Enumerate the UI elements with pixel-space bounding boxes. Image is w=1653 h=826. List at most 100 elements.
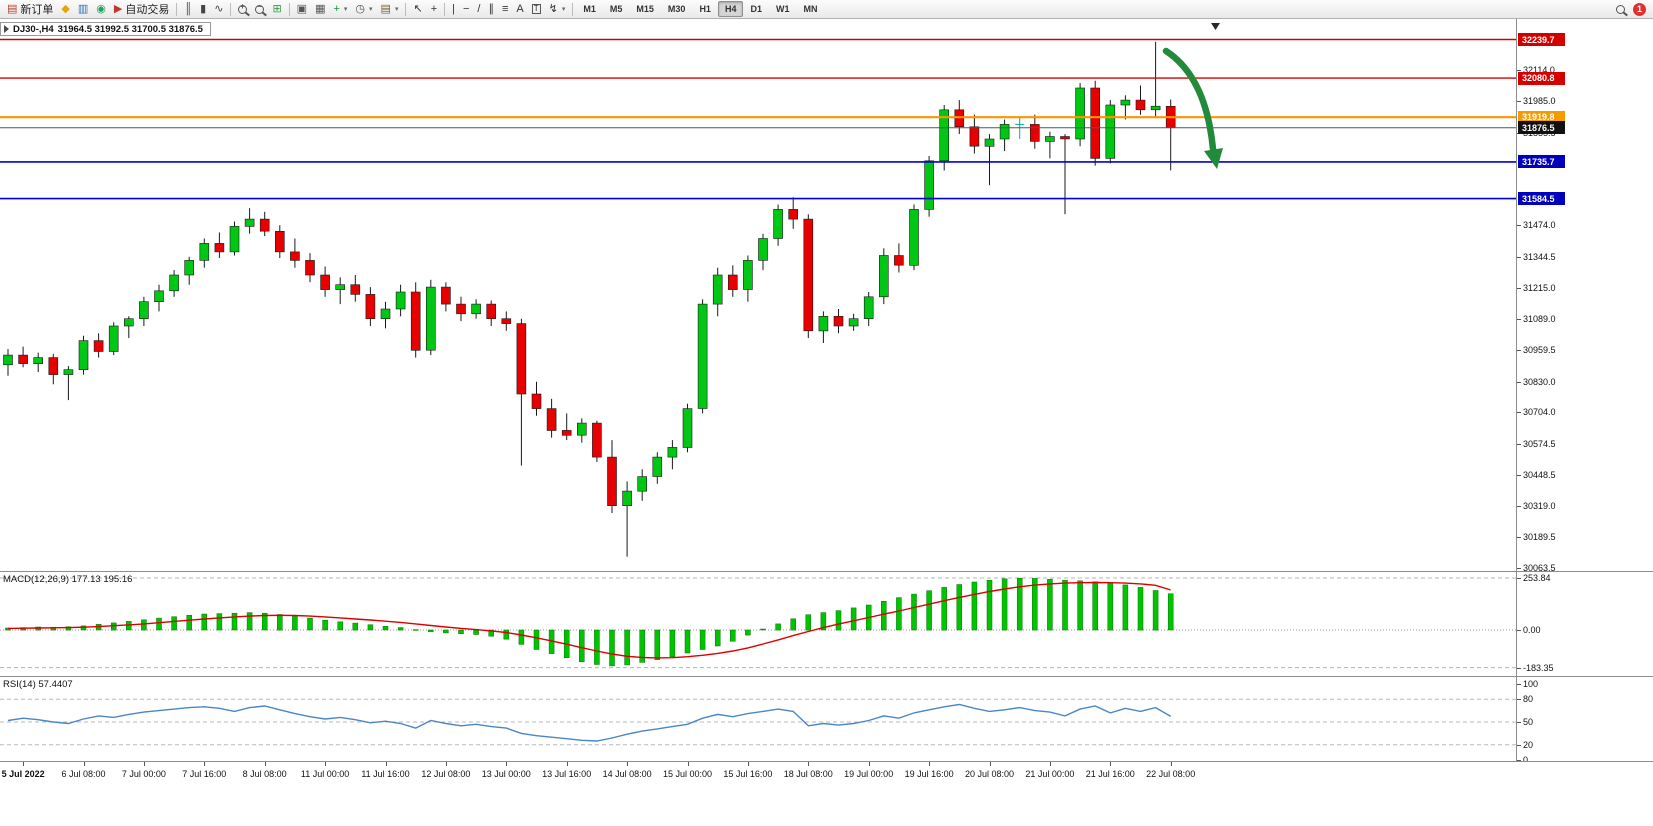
- time-tick-mark: [23, 762, 25, 766]
- price-axis: 32114.031985.031855.531474.031344.531215…: [1517, 19, 1653, 573]
- price-tick-mark: [1517, 318, 1521, 320]
- metaeditor-icon: ◆: [61, 2, 70, 15]
- time-tick-mark: [808, 762, 810, 766]
- candle: [803, 214, 814, 339]
- candle: [999, 119, 1010, 152]
- candle: [697, 299, 708, 414]
- main-chart-pane[interactable]: DJ30-,H4 31964.5 31992.5 31700.5 31876.5: [0, 19, 1516, 572]
- tf-m5-button[interactable]: M5: [609, 4, 623, 14]
- cascade-windows-button[interactable]: ▣: [293, 1, 311, 18]
- price-level-badge: 31876.5: [1518, 121, 1565, 135]
- candle: [380, 301, 391, 329]
- macd-label: MACD(12,26,9) 177.13 195.16: [3, 574, 133, 585]
- market-watch-button[interactable]: ▥: [74, 1, 92, 18]
- period-button[interactable]: ◷ ▾: [351, 1, 376, 18]
- text-button[interactable]: A: [512, 1, 527, 18]
- time-tick-mark: [83, 762, 85, 766]
- macd-indicator-pane[interactable]: MACD(12,26,9) 177.13 195.16: [0, 572, 1516, 677]
- label-button[interactable]: T: [528, 1, 545, 18]
- candle: [758, 233, 768, 271]
- autotrading-button-label: 自动交易: [125, 4, 170, 16]
- candle: [531, 381, 542, 416]
- main-toolbar: ▤ 新订单 ◆ ▥ ◉ ▶ 自动交易 ║ ▮ ∿ + − ⊞ ▣ ▦ + ▾ ◷ ▾ ▤ ▾ ↖ + | − / ∥ ≡ A T ↯ ▾ M1 M…: [0, 0, 1653, 19]
- line-chart-button[interactable]: ∿: [210, 1, 227, 18]
- rsi-tick-label: 80: [1523, 694, 1534, 705]
- zoom-in-button[interactable]: +: [234, 1, 251, 18]
- candle: [969, 114, 980, 154]
- candle: [214, 232, 225, 258]
- trendline-button[interactable]: /: [473, 1, 484, 18]
- candle: [320, 266, 330, 297]
- price-tick-label: 31344.5: [1523, 251, 1556, 262]
- tf-m30-button[interactable]: M30: [667, 4, 686, 14]
- new-order-icon: ▤: [7, 2, 18, 15]
- price-tick-mark: [1517, 381, 1521, 383]
- tf-mn-button[interactable]: MN: [803, 4, 818, 14]
- price-tick-mark: [1517, 70, 1521, 71]
- candle: [727, 265, 738, 297]
- bar-chart-button[interactable]: ║: [180, 1, 196, 18]
- crosshair-icon: +: [430, 2, 438, 15]
- line-chart-icon: ∿: [214, 2, 224, 15]
- time-tick-mark: [506, 762, 508, 766]
- pane-separator[interactable]: [0, 571, 1653, 572]
- fibonacci-button[interactable]: ≡: [498, 1, 512, 18]
- shapes-button[interactable]: ↯ ▾: [545, 1, 570, 18]
- autotrading-button[interactable]: ▶ 自动交易: [110, 1, 173, 18]
- candle: [1135, 85, 1146, 115]
- toolbar-buttons: ▤ 新订单 ◆ ▥ ◉ ▶ 自动交易 ║ ▮ ∿ + − ⊞ ▣ ▦ + ▾ ◷ ▾ ▤ ▾ ↖ + | − / ∥ ≡ A T ↯ ▾ M1 M…: [3, 1, 824, 18]
- tf-h1-button[interactable]: H1: [699, 4, 711, 14]
- candle: [592, 420, 602, 462]
- new-order-button[interactable]: ▤ 新订单: [3, 1, 57, 18]
- tf-w1-button[interactable]: W1: [775, 4, 790, 14]
- candlestick-chart-button[interactable]: ▮: [196, 1, 210, 18]
- candle: [788, 197, 799, 229]
- chart-ohlc-header: DJ30-,H4 31964.5 31992.5 31700.5 31876.5: [0, 22, 211, 36]
- tf-h4-button[interactable]: H4: [717, 1, 744, 17]
- time-label: 21 Jul 00:00: [1025, 769, 1075, 779]
- price-tick-mark: [1517, 225, 1521, 227]
- template-button[interactable]: ▤ ▾: [377, 1, 403, 18]
- arrange-windows-button[interactable]: ▦: [311, 1, 329, 18]
- price-tick-mark: [1517, 568, 1521, 569]
- candle: [3, 349, 13, 376]
- metaeditor-button[interactable]: ◆: [57, 1, 73, 18]
- tf-d1-button[interactable]: D1: [750, 4, 762, 14]
- search-icon[interactable]: [1616, 4, 1625, 14]
- price-axis-column: 32114.031985.031855.531474.031344.531215…: [1516, 19, 1653, 765]
- trend-arrow-annotation[interactable]: [1162, 47, 1223, 169]
- candle: [335, 277, 346, 305]
- time-marker-icon: [1211, 23, 1220, 30]
- navigator-icon: ◉: [96, 2, 106, 15]
- candle: [516, 318, 527, 466]
- one-click-trading-expander-icon[interactable]: [4, 25, 9, 33]
- time-axis[interactable]: 5 Jul 2022 6 Jul 08:00 7 Jul 00:00 7 Jul 16…: [0, 762, 1653, 826]
- time-label: 11 Jul 00:00: [300, 769, 350, 779]
- vertical-line-button[interactable]: |: [448, 1, 459, 18]
- tile-windows-button[interactable]: ⊞: [268, 1, 285, 18]
- rsi-tick-label: 50: [1523, 717, 1534, 727]
- time-label: 14 Jul 08:00: [602, 769, 652, 779]
- horizontal-line-button[interactable]: −: [459, 1, 473, 18]
- candle: [1150, 41, 1161, 118]
- candle: [667, 440, 678, 470]
- price-tick-label: 31089.0: [1523, 313, 1556, 324]
- toolbar-separator: [230, 2, 232, 16]
- channel-button[interactable]: ∥: [484, 1, 498, 18]
- notification-badge[interactable]: 1: [1633, 2, 1646, 16]
- tf-m15-button[interactable]: M15: [636, 4, 654, 14]
- candle: [546, 398, 557, 438]
- crosshair-button[interactable]: +: [427, 1, 441, 18]
- tf-m1-button[interactable]: M1: [583, 4, 596, 14]
- candle: [290, 238, 300, 268]
- time-tick-mark: [204, 762, 206, 766]
- price-tick-mark: [1517, 443, 1521, 445]
- zoom-out-button[interactable]: −: [251, 1, 268, 18]
- rsi-indicator-pane[interactable]: RSI(14) 57.4407: [0, 677, 1516, 762]
- macd-histogram: [5, 577, 1174, 667]
- cursor-button[interactable]: ↖: [409, 1, 426, 18]
- navigator-button[interactable]: ◉: [92, 1, 110, 18]
- add-indicator-button[interactable]: + ▾: [329, 1, 351, 18]
- pane-separator[interactable]: [0, 676, 1653, 677]
